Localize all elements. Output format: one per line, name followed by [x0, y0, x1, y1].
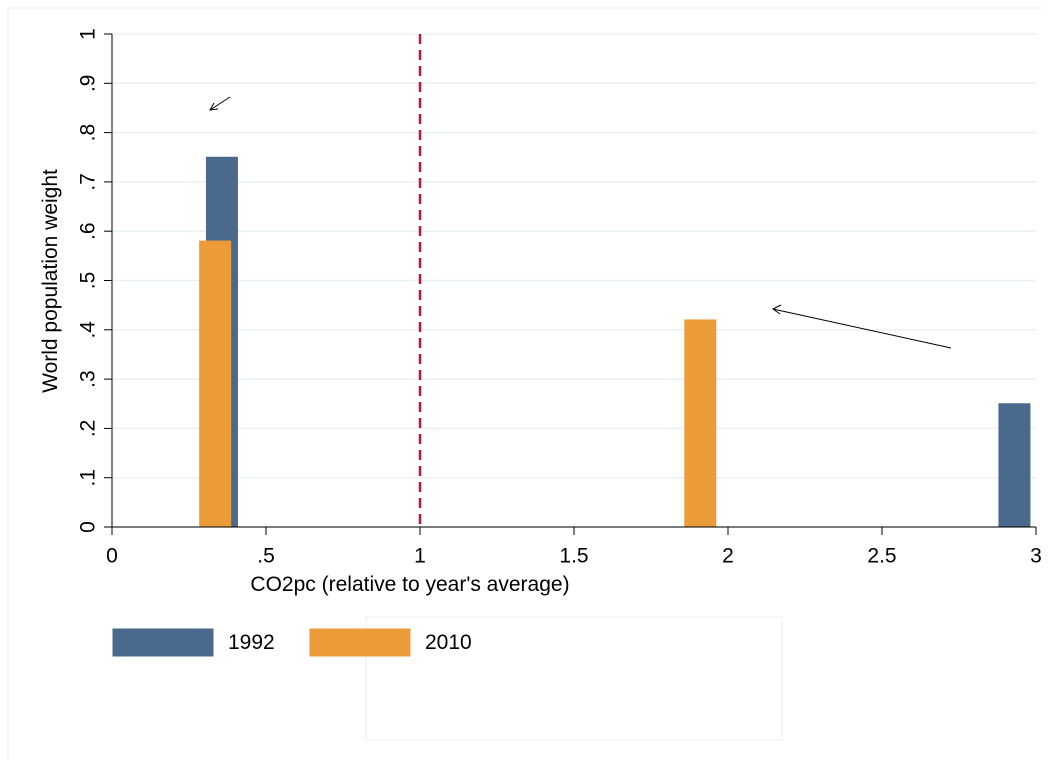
x-tick-label: 2.5	[867, 545, 896, 568]
bar	[684, 319, 717, 528]
y-tick-label: .7	[77, 173, 100, 191]
x-tick-label: 0	[106, 545, 118, 568]
x-tick-label: 1.5	[559, 545, 588, 568]
y-tick-label: .9	[77, 75, 100, 93]
y-tick-label: 0	[77, 521, 100, 533]
y-tick-label: .3	[77, 370, 100, 388]
empty-box	[365, 616, 783, 741]
x-axis-label: CO2pc (relative to year's average)	[250, 573, 569, 596]
legend-label: 2010	[425, 631, 472, 654]
y-tick-label: .4	[77, 321, 100, 339]
legend-swatch	[112, 628, 214, 657]
y-tick-label: 1	[77, 28, 100, 40]
x-tick-label: 1	[414, 545, 426, 568]
y-tick-label: .2	[77, 420, 100, 438]
plot-area: 0 .1 .2 .3 .4 .5 .6 .7 .8 .9 1 0 .5 1 1.5 2 2.5 3	[77, 28, 1042, 567]
y-tick-label: .1	[77, 469, 100, 487]
x-tick-label: 3	[1030, 545, 1042, 568]
x-tick-label: .5	[257, 545, 275, 568]
arrow	[772, 308, 952, 349]
y-tick-label: .8	[77, 124, 100, 142]
x-tick-label: 2	[722, 545, 734, 568]
y-tick-label: .6	[77, 222, 100, 240]
arrow	[209, 96, 231, 111]
y-tick-label: .5	[77, 272, 100, 290]
arrow-head	[209, 102, 219, 111]
arrow-head	[772, 304, 782, 315]
y-axis-label: World population weight	[39, 169, 62, 393]
bar	[199, 240, 232, 528]
legend-label: 1992	[228, 631, 275, 654]
legend-swatch	[309, 628, 411, 657]
bar	[998, 403, 1031, 528]
